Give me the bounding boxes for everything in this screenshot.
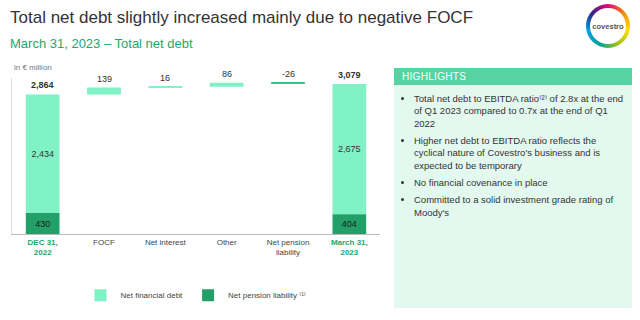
svg-text:Net financial debt: Net financial debt — [121, 291, 184, 300]
svg-text:86: 86 — [222, 69, 232, 79]
html-text:Higher net debt to EBITDA rati: Higher net debt to EBITDA ratio reflects… — [414, 135, 601, 171]
svg-text:2,434: 2,434 — [31, 149, 54, 159]
svg-text:Net interest: Net interest — [145, 238, 187, 247]
svg-text:Net pensionliability: Net pensionliability — [267, 238, 310, 257]
svg-text:-26: -26 — [282, 69, 295, 79]
svg-text:16: 16 — [160, 73, 170, 83]
svg-text:430: 430 — [35, 219, 50, 229]
html-text:No financial covenance in plac: No financial covenance in place — [414, 177, 548, 189]
svg-text:Other: Other — [217, 238, 237, 247]
html-text:Total net debt slightly increa: Total net debt slightly increased mainly… — [10, 8, 473, 27]
svg-text:2,675: 2,675 — [338, 144, 361, 154]
svg-text:3,079: 3,079 — [338, 70, 361, 80]
svg-text:139: 139 — [97, 74, 112, 84]
html-text:HIGHLIGHTS: HIGHLIGHTS — [402, 71, 467, 82]
svg-text:FOCF: FOCF — [93, 238, 115, 247]
svg-text:Net pension liability ⁽¹⁾: Net pension liability ⁽¹⁾ — [228, 291, 306, 300]
html-text:covestro: covestro — [592, 21, 624, 31]
svg-text:March 31,2023: March 31,2023 — [331, 238, 368, 257]
html-text:Total net debt to EBITDA ratio: Total net debt to EBITDA ratio⁽²⁾ of 2.8… — [414, 93, 623, 129]
svg-text:404: 404 — [342, 219, 357, 229]
html-text:Committed to a solid investmen: Committed to a solid investment grade ra… — [414, 194, 614, 218]
svg-text:2,864: 2,864 — [31, 80, 54, 90]
html-text:March 31, 2023 – Total net deb: March 31, 2023 – Total net debt — [10, 36, 193, 51]
svg-text:DEC 31,2022: DEC 31,2022 — [28, 238, 58, 257]
svg-text:in € million: in € million — [14, 63, 52, 72]
